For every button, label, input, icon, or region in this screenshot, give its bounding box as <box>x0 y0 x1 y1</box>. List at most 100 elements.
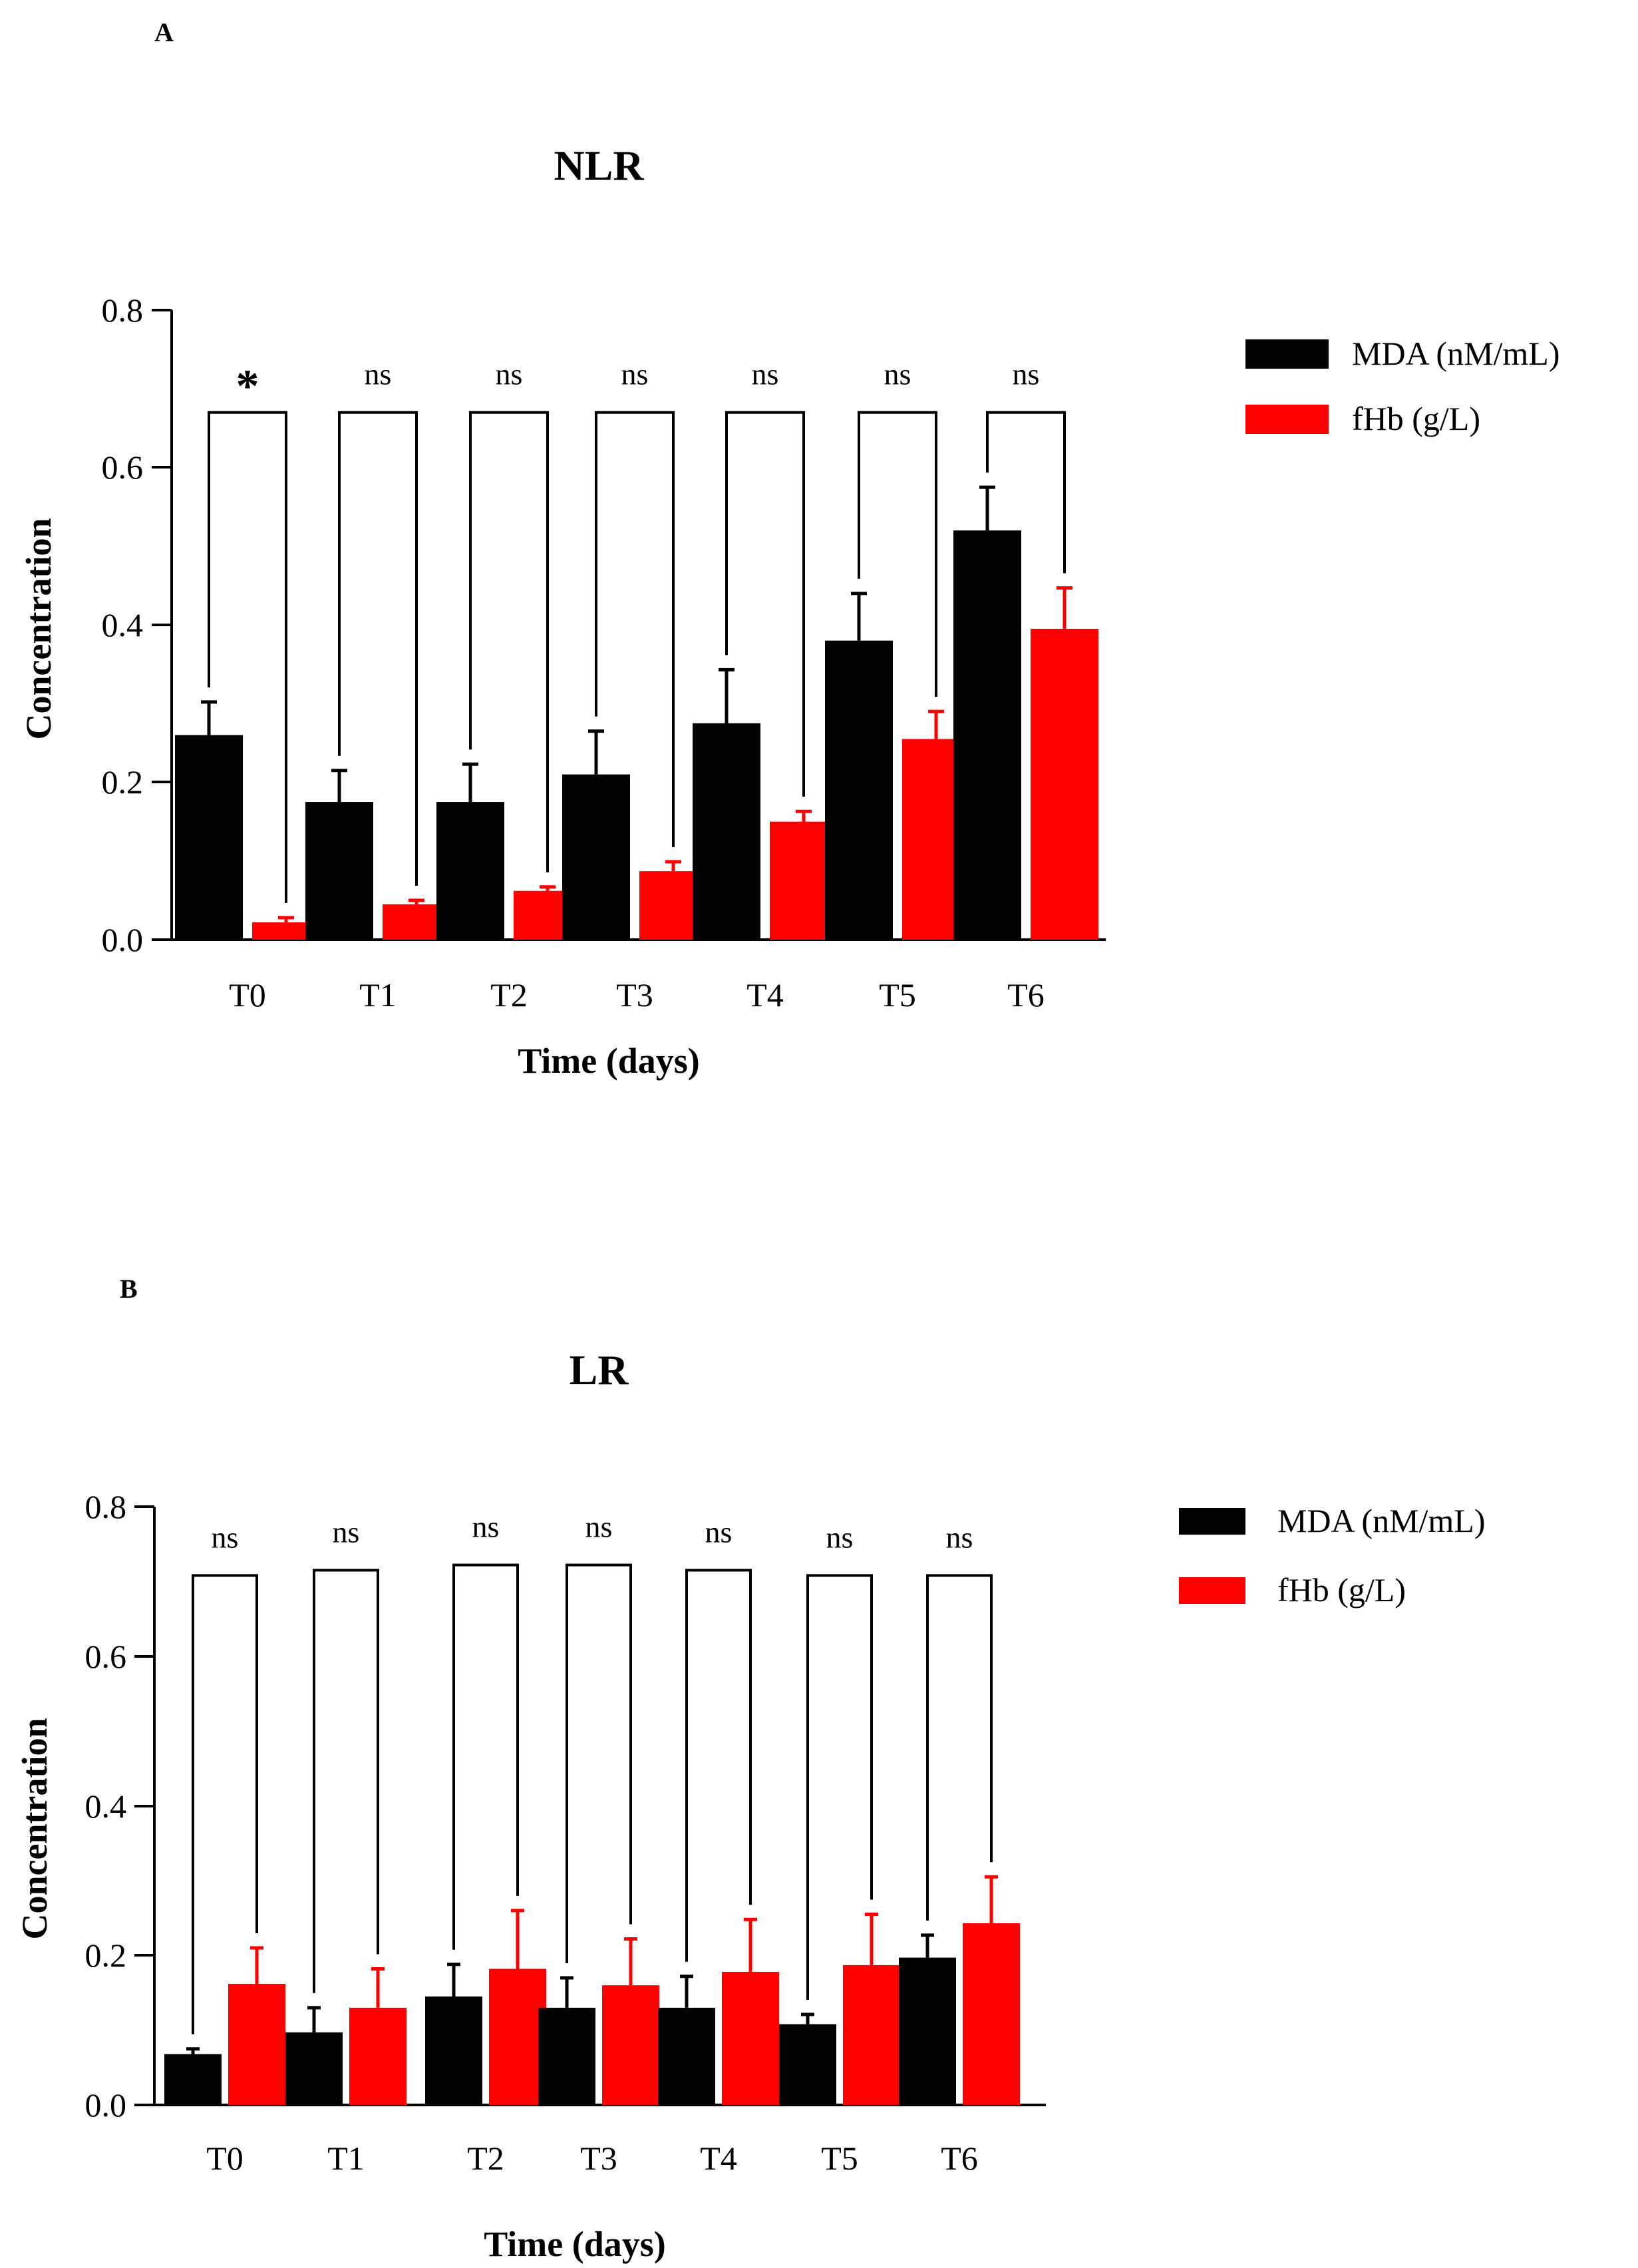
chart-b-sig-label-t1: ns <box>333 1515 360 1549</box>
chart-a-bar-mda-t1 <box>305 802 373 940</box>
chart-a-sig-bracket-t3 <box>595 411 675 847</box>
chart-a-sig-bracket-t1 <box>338 411 418 886</box>
chart-b-x-tick-label: T1 <box>327 2140 365 2177</box>
chart-b-sig-bracket-t3 <box>566 1563 632 1963</box>
chart-a-sig-label-t0: * <box>236 361 259 413</box>
chart-a-y-tick-label: 0.0 <box>102 921 144 958</box>
chart-b-bar-fhb-t0 <box>228 1983 285 2105</box>
chart-b-sig-bracket-t0 <box>192 1574 258 2034</box>
chart-b-bar-mda-t6 <box>899 1957 956 2105</box>
chart-b-legend: MDA (nM/mL) fHb (g/L) <box>1179 1502 1486 1608</box>
chart-b-bar-fhb-t6 <box>963 1923 1020 2105</box>
chart-b-y-tick-label: 0.0 <box>85 2086 127 2124</box>
chart-a-x-tick-label: T6 <box>1007 976 1045 1014</box>
chart-b-x-axis-label: Time (days) <box>484 2224 666 2264</box>
chart-a-y-tick-label: 0.6 <box>102 449 144 486</box>
legend-b-swatch-mda <box>1179 1508 1245 1535</box>
panel-a-nlr-chart: A NLR Concentration Time (days) 0.0 0.2 … <box>19 17 1560 1081</box>
chart-a-legend: MDA (nM/mL) fHb (g/L) <box>1245 335 1560 437</box>
chart-a-sig-label-t2: ns <box>496 357 523 391</box>
chart-a-x-tick-label: T1 <box>359 976 397 1014</box>
chart-b-y-axis-label: Concentration <box>15 1718 55 1940</box>
chart-a-bar-mda-t3 <box>562 774 630 940</box>
chart-a-x-tick-label: T3 <box>616 976 653 1014</box>
chart-b-y-tick-label: 0.4 <box>85 1788 127 1825</box>
chart-a-x-tick-label: T4 <box>746 976 784 1014</box>
panel-b-lr-chart: B LR Concentration Time (days) 0.0 0.2 0… <box>15 1274 1486 2264</box>
chart-a-y-axis-label: Concentration <box>19 518 59 740</box>
legend-b-label-fhb: fHb (g/L) <box>1277 1571 1406 1608</box>
chart-b-bar-mda-t3 <box>538 2007 595 2105</box>
chart-a-sig-label-t5: ns <box>884 357 911 391</box>
chart-b-x-tick-label: T6 <box>941 2140 978 2177</box>
chart-b-x-tick-label: T2 <box>467 2140 504 2177</box>
panel-b-letter: B <box>120 1274 138 1304</box>
chart-b-bar-fhb-t3 <box>602 1985 659 2105</box>
chart-a-x-tick-label: T0 <box>229 976 266 1014</box>
chart-a-sig-bracket-t6 <box>986 411 1066 574</box>
chart-b-sig-label-t2: ns <box>472 1510 500 1544</box>
chart-b-x-tick-label: T4 <box>700 2140 737 2177</box>
chart-b-sig-label-t3: ns <box>585 1510 613 1544</box>
panel-a-letter: A <box>154 17 174 47</box>
chart-b-sig-bracket-t1 <box>313 1569 379 1993</box>
chart-a-marks: * ns ns ns ns ns ns <box>175 357 1098 940</box>
chart-a-y-ticks: 0.0 0.2 0.4 0.6 0.8 <box>102 291 172 958</box>
legend-a-swatch-fhb <box>1245 405 1329 434</box>
chart-b-marks: ns ns ns ns ns ns ns <box>164 1510 1020 2105</box>
chart-b-sig-label-t0: ns <box>212 1520 239 1554</box>
chart-b-sig-bracket-t2 <box>452 1563 519 1950</box>
chart-b-bar-mda-t2 <box>425 1996 482 2105</box>
legend-b-swatch-fhb <box>1179 1577 1245 1604</box>
chart-a-y-tick-label: 0.8 <box>102 291 144 329</box>
chart-a-sig-bracket-t2 <box>469 411 549 872</box>
chart-a-bar-fhb-t6 <box>1031 628 1098 940</box>
chart-a-sig-label-t6: ns <box>1013 357 1040 391</box>
chart-a-sig-bracket-t0 <box>208 411 287 903</box>
chart-b-x-tick-label: T5 <box>821 2140 858 2177</box>
chart-b-y-tick-label: 0.8 <box>85 1488 127 1525</box>
chart-b-sig-label-t5: ns <box>826 1520 854 1554</box>
chart-a-bar-mda-t4 <box>693 723 760 940</box>
chart-a-sig-bracket-t5 <box>858 411 937 697</box>
chart-b-y-ticks: 0.0 0.2 0.4 0.6 0.8 <box>85 1488 154 2124</box>
chart-b-sig-bracket-t4 <box>685 1569 752 1962</box>
chart-a-x-tick-label: T2 <box>490 976 528 1014</box>
chart-a-x-tick-label: T5 <box>879 976 916 1014</box>
chart-a-y-tick-label: 0.4 <box>102 606 144 644</box>
chart-a-sig-label-t1: ns <box>365 357 392 391</box>
chart-a-x-axis-label: Time (days) <box>518 1041 700 1081</box>
chart-b-sig-label-t4: ns <box>705 1515 733 1549</box>
chart-b-bar-mda-t1 <box>285 2032 343 2105</box>
chart-b-bar-fhb-t4 <box>722 1971 779 2105</box>
chart-b-bar-mda-t4 <box>658 2007 715 2105</box>
chart-b-title: LR <box>570 1346 629 1394</box>
chart-b-bar-mda-t0 <box>164 2054 222 2105</box>
chart-b-sig-label-t6: ns <box>946 1520 973 1554</box>
chart-a-bar-mda-t5 <box>825 640 893 940</box>
chart-a-y-tick-label: 0.2 <box>102 763 144 801</box>
chart-b-y-tick-label: 0.6 <box>85 1638 127 1675</box>
chart-b-y-tick-label: 0.2 <box>85 1937 127 1974</box>
legend-a-label-mda: MDA (nM/mL) <box>1352 335 1560 372</box>
chart-a-x-tick-labels: T0 T1 T2 T3 T4 T5 T6 <box>229 976 1045 1014</box>
chart-a-sig-label-t4: ns <box>752 357 779 391</box>
legend-a-label-fhb: fHb (g/L) <box>1352 400 1480 437</box>
chart-a-sig-bracket-t4 <box>725 411 805 797</box>
chart-b-x-tick-label: T0 <box>206 2140 244 2177</box>
chart-b-bar-fhb-t2 <box>489 1969 546 2105</box>
chart-b-bar-mda-t5 <box>779 2024 836 2105</box>
chart-a-bar-mda-t6 <box>953 530 1021 940</box>
chart-b-bar-fhb-t5 <box>843 1965 900 2105</box>
chart-a-title: NLR <box>554 142 644 189</box>
chart-b-x-tick-labels: T0 T1 T2 T3 T4 T5 T6 <box>206 2140 978 2177</box>
chart-b-x-tick-label: T3 <box>580 2140 617 2177</box>
chart-b-sig-bracket-t6 <box>926 1574 993 1921</box>
legend-a-swatch-mda <box>1245 339 1329 369</box>
chart-a-sig-label-t3: ns <box>621 357 649 391</box>
legend-b-label-mda: MDA (nM/mL) <box>1277 1502 1486 1539</box>
chart-b-bar-fhb-t1 <box>349 2007 407 2105</box>
chart-a-bar-mda-t2 <box>436 802 504 940</box>
chart-b-sig-bracket-t5 <box>806 1574 873 2000</box>
